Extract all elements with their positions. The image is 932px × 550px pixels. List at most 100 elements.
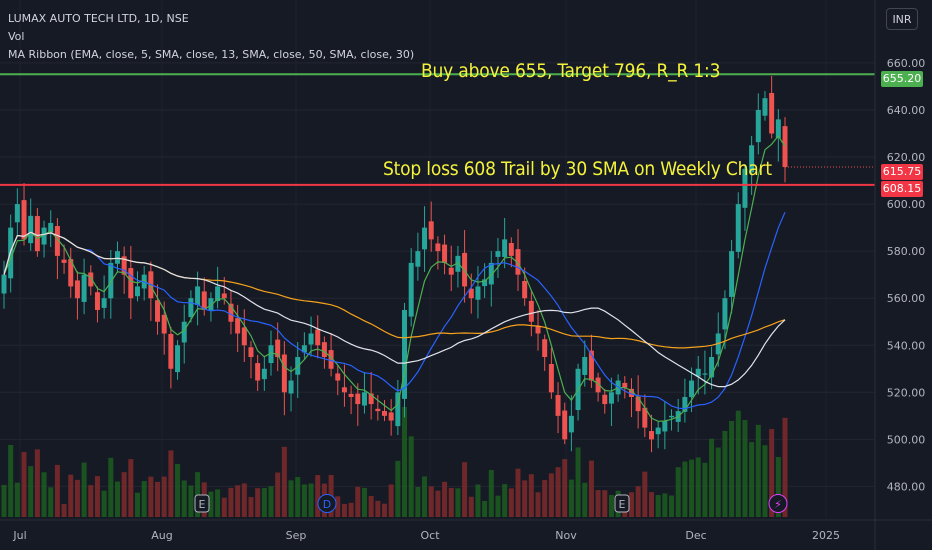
candle-body bbox=[408, 262, 414, 317]
candle-body bbox=[602, 394, 608, 405]
candle-body bbox=[121, 256, 127, 275]
volume-bar bbox=[128, 459, 134, 517]
candle-body bbox=[221, 293, 227, 299]
volume-bar bbox=[475, 484, 481, 517]
candle-body bbox=[161, 314, 167, 334]
candle-body bbox=[21, 200, 27, 240]
candle-body bbox=[335, 373, 341, 381]
horizontal-lines bbox=[0, 73, 875, 186]
candle-body bbox=[568, 415, 574, 433]
candle-body bbox=[34, 216, 40, 252]
symbol-title[interactable]: LUMAX AUTO TECH LTD, 1D, NSE bbox=[8, 12, 189, 25]
volume-bar bbox=[408, 436, 414, 517]
candle-body bbox=[395, 392, 401, 427]
candles bbox=[1, 75, 788, 453]
volume-bar bbox=[769, 429, 775, 517]
candle-body bbox=[448, 267, 454, 275]
x-tick-label: Nov bbox=[555, 529, 577, 542]
candle-body bbox=[689, 380, 695, 398]
candle-body bbox=[588, 350, 594, 381]
volume-bar bbox=[54, 464, 60, 517]
candle-body bbox=[442, 244, 448, 263]
volume-bar bbox=[155, 481, 161, 517]
volume-bar bbox=[522, 480, 528, 517]
volume-bar bbox=[735, 410, 741, 517]
candle-body bbox=[321, 342, 327, 358]
candle-body bbox=[41, 227, 47, 245]
volume-bar bbox=[8, 444, 14, 517]
candle-body bbox=[495, 251, 501, 257]
candle-body bbox=[248, 347, 254, 358]
price-tag-current: 615.75 bbox=[881, 164, 923, 180]
candle-body bbox=[361, 392, 367, 406]
candle-body bbox=[635, 396, 641, 412]
legend: LUMAX AUTO TECH LTD, 1D, NSE Vol MA Ribb… bbox=[8, 10, 414, 64]
volume-bar bbox=[742, 420, 748, 517]
event-marker-label: E bbox=[199, 498, 206, 511]
volume-bar bbox=[682, 461, 688, 517]
volume-bar bbox=[148, 476, 154, 517]
candle-body bbox=[762, 98, 768, 116]
volume-bar bbox=[41, 472, 47, 517]
sma50-line bbox=[3, 231, 786, 349]
volume-bar bbox=[462, 462, 468, 517]
candle-body bbox=[702, 373, 708, 375]
volume-bar bbox=[488, 469, 494, 517]
candle-body bbox=[315, 329, 321, 346]
candle-body bbox=[101, 298, 107, 308]
candle-body bbox=[261, 368, 267, 380]
candle-body bbox=[61, 259, 67, 263]
candle-body bbox=[622, 382, 628, 388]
volume-bar bbox=[562, 459, 568, 517]
candle-body bbox=[402, 309, 408, 399]
candle-body bbox=[81, 274, 87, 302]
volume-bar bbox=[495, 495, 501, 517]
volume-bar bbox=[689, 459, 695, 517]
candle-body bbox=[415, 251, 421, 267]
vol-indicator-label[interactable]: Vol bbox=[8, 30, 25, 43]
candle-body bbox=[328, 350, 334, 369]
candle-body bbox=[769, 93, 775, 134]
candle-body bbox=[348, 393, 354, 398]
candle-body bbox=[608, 392, 614, 404]
candle-body bbox=[695, 368, 701, 377]
event-marker-3 bbox=[768, 494, 788, 513]
candle-body bbox=[375, 408, 381, 412]
volume-bar bbox=[355, 486, 361, 517]
buy-annotation[interactable]: Buy above 655, Target 796, R_R 1:3 bbox=[421, 60, 721, 82]
ma-ribbon-label[interactable]: MA Ribbon (EMA, close, 5, SMA, close, 13… bbox=[8, 48, 415, 61]
volume-bar bbox=[588, 460, 594, 517]
candle-body bbox=[215, 286, 221, 302]
currency-button[interactable]: INR bbox=[886, 8, 918, 30]
candle-body bbox=[722, 298, 728, 330]
volume-bar bbox=[662, 493, 668, 517]
candle-body bbox=[228, 303, 234, 322]
x-tick-label: Jul bbox=[12, 529, 26, 542]
volume-bar bbox=[168, 450, 174, 517]
volume-bar bbox=[335, 496, 341, 517]
y-tick-label: 480.00 bbox=[887, 480, 926, 493]
candle-body bbox=[28, 215, 34, 244]
volume-bar bbox=[221, 497, 227, 517]
candle-body bbox=[275, 339, 281, 358]
candle-body bbox=[669, 415, 675, 418]
ema5-line bbox=[3, 134, 786, 422]
candle-body bbox=[422, 227, 428, 250]
candle-body bbox=[155, 300, 161, 322]
candle-body bbox=[241, 327, 247, 346]
price-tag-red: 608.15 bbox=[881, 181, 923, 197]
candle-body bbox=[548, 364, 554, 393]
event-marker-2 bbox=[614, 494, 630, 513]
volume-bar bbox=[442, 481, 448, 517]
stop-annotation[interactable]: Stop loss 608 Trail by 30 SMA on Weekly … bbox=[383, 158, 772, 180]
y-tick-label: 540.00 bbox=[887, 339, 926, 352]
volume-bar bbox=[448, 487, 454, 517]
sma30-line bbox=[3, 231, 786, 388]
candle-body bbox=[48, 222, 54, 233]
volume-bar bbox=[482, 500, 488, 517]
candle-body bbox=[301, 345, 307, 353]
candle-body bbox=[428, 221, 434, 240]
volume-bar bbox=[34, 449, 40, 517]
